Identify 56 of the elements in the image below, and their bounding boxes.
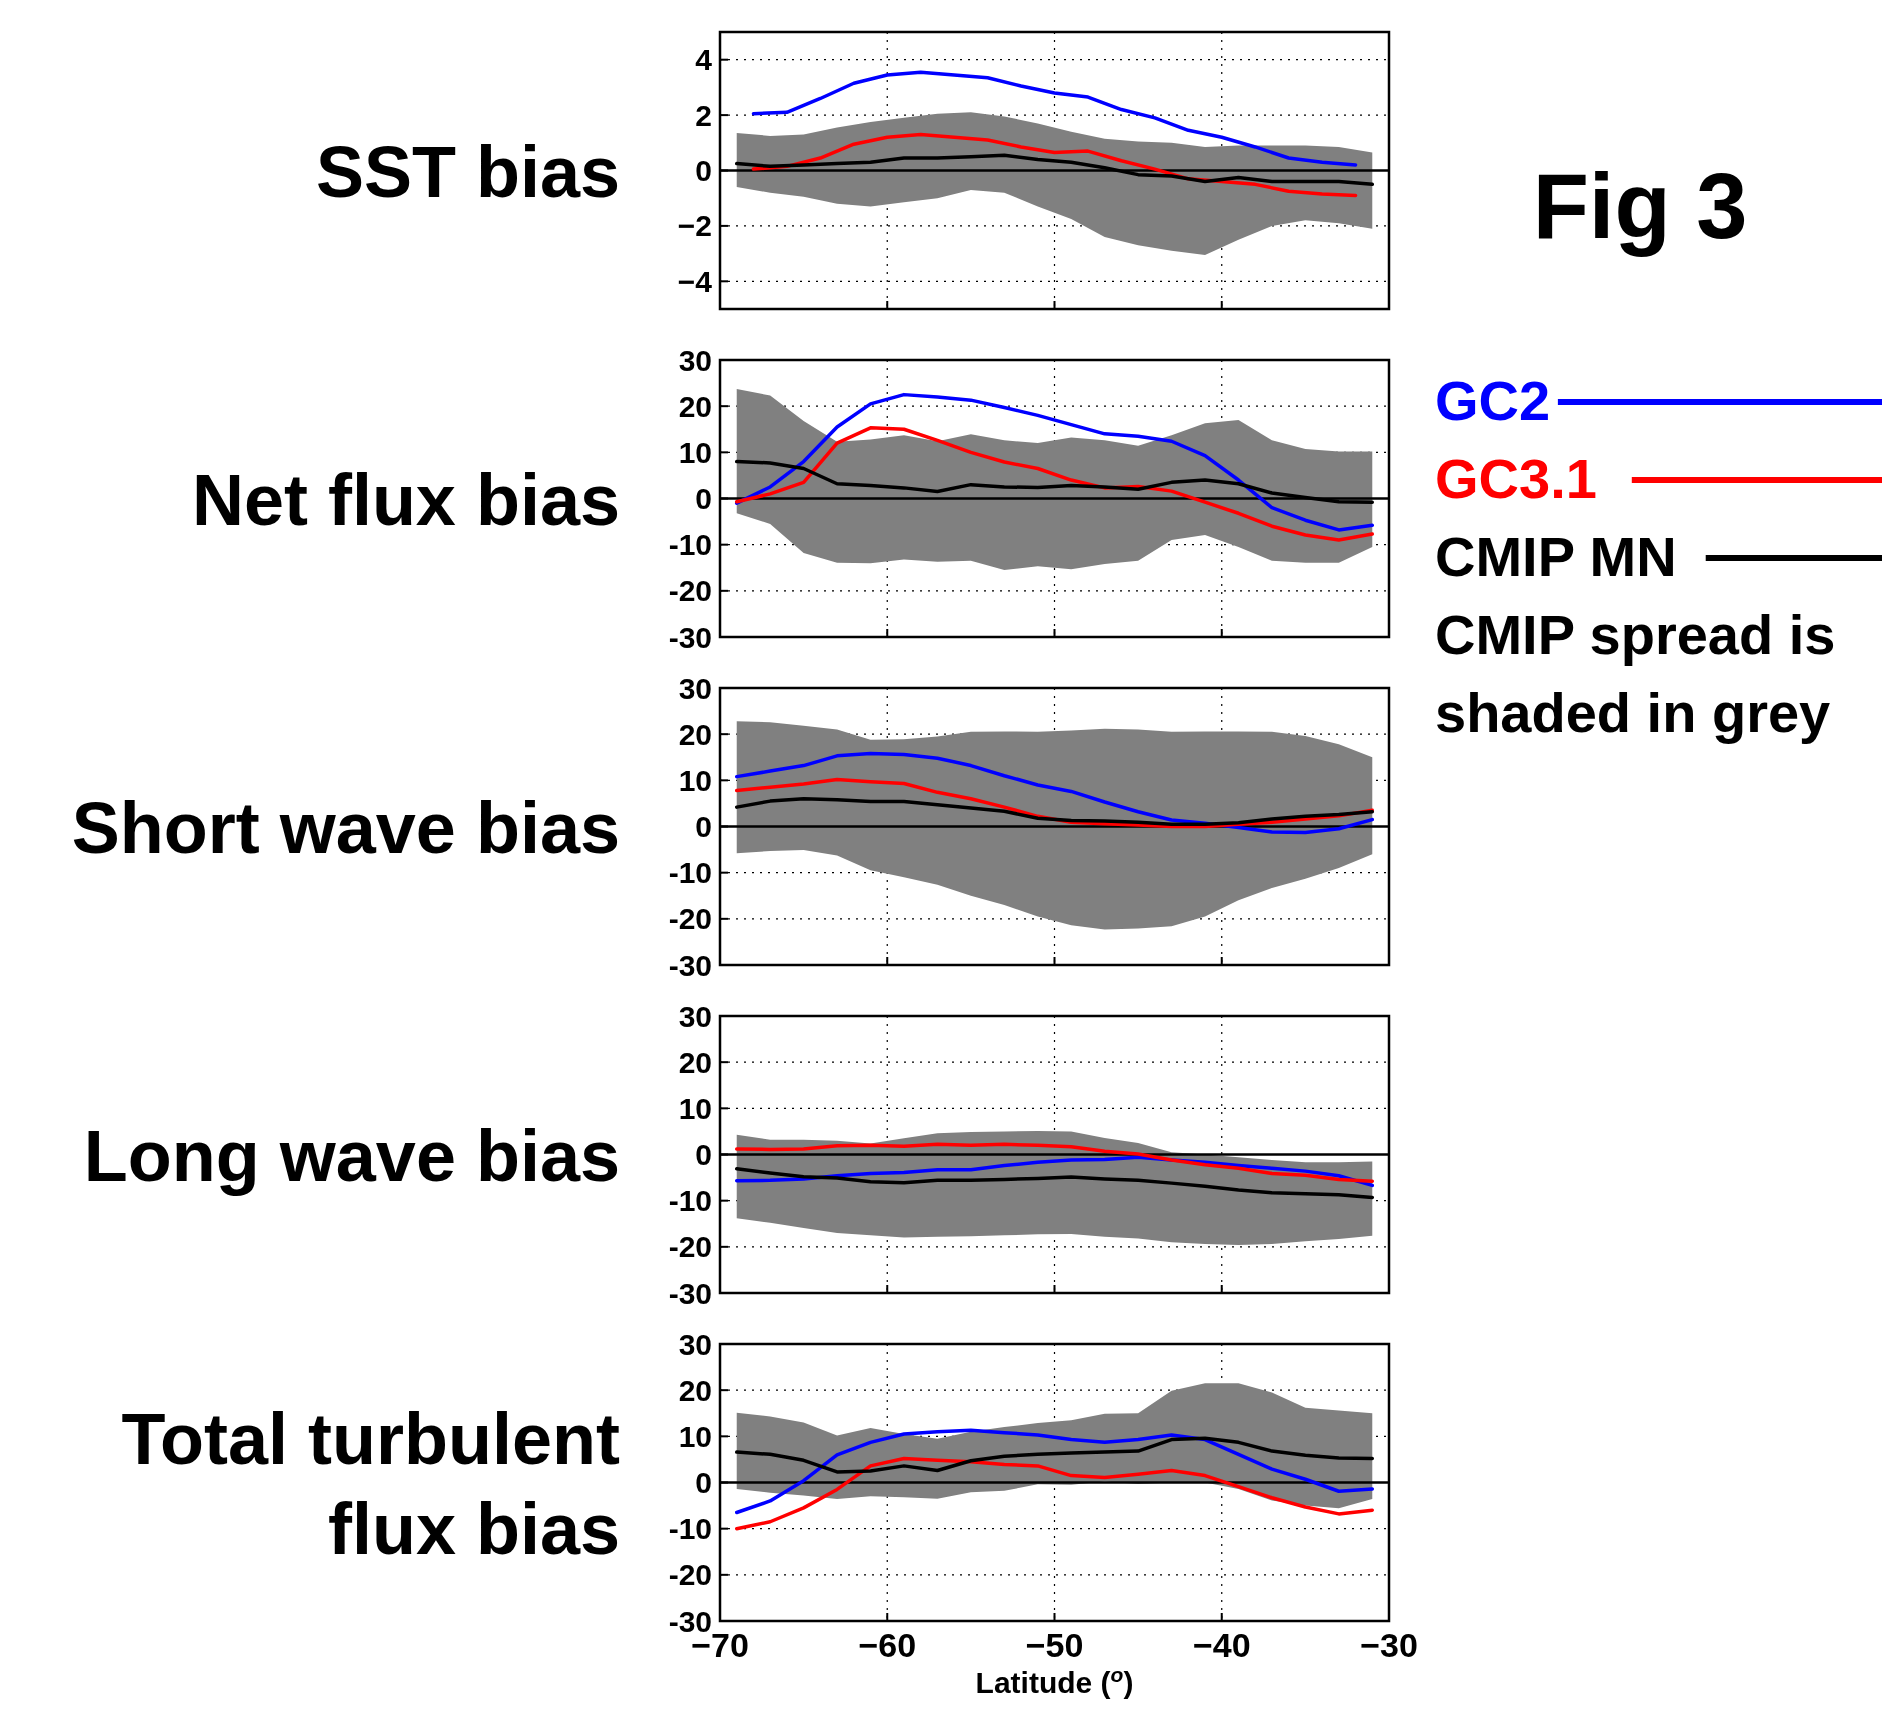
legend-label: CMIP MN [1435, 525, 1677, 588]
y-tick-label: -30 [668, 948, 712, 982]
y-axis-title: Net flux bias [191, 459, 620, 540]
y-tick-label: 30 [678, 343, 712, 377]
y-tick-label: -20 [668, 1230, 712, 1264]
y-tick-label: 2 [695, 98, 712, 132]
x-tick-label: −30 [1360, 1626, 1418, 1664]
text: GC2 [1435, 369, 1551, 432]
y-axis-title: SST bias [315, 131, 620, 212]
line-series [734, 392, 1375, 532]
x-axis-title: Latitude ($^{o}$) [975, 1662, 1134, 1699]
line-series [734, 1456, 1375, 1531]
y-tick-label: 4 [695, 43, 713, 77]
y-tick-label: −4 [677, 264, 713, 298]
y-axis-title: Long wave bias [83, 1115, 620, 1196]
y-tick-label: 20 [678, 1045, 712, 1079]
y-tick-label: 10 [678, 1091, 712, 1125]
line-series [751, 70, 1358, 167]
y-tick-label: 20 [678, 1373, 712, 1407]
y-tick-label: 30 [678, 671, 712, 705]
y-tick-label: 10 [678, 763, 712, 797]
x-tick-label: −40 [1192, 1626, 1251, 1664]
x-tick-label: −50 [1025, 1626, 1084, 1664]
y-tick-label: -20 [668, 574, 712, 608]
y-tick-label: 20 [678, 717, 712, 751]
y-axis-title: Total turbulent flux bias [121, 1398, 621, 1569]
line-series [734, 426, 1375, 542]
y-tick-label: 0 [695, 1466, 712, 1499]
y-tick-label: -10 [668, 528, 712, 562]
y-tick-label: -20 [668, 1558, 712, 1592]
y-tick-label: 0 [695, 810, 712, 843]
line-series [734, 1167, 1375, 1200]
y-tick-label: -30 [668, 620, 712, 654]
y-tick-label: 20 [678, 389, 712, 423]
y-tick-label: -30 [668, 1276, 712, 1310]
y-axis-title: Short wave bias [71, 787, 620, 868]
text: CMIP spread is shaded in grey [1435, 603, 1836, 744]
line-series [734, 1436, 1375, 1474]
line-series [734, 1142, 1375, 1184]
y-tick-label: −2 [677, 209, 712, 243]
y-tick-label: -10 [668, 1512, 712, 1546]
x-tick-label: −60 [858, 1626, 917, 1664]
y-tick-label: -10 [668, 856, 712, 890]
y-tick-label: -10 [668, 1184, 712, 1218]
y-tick-label: 30 [678, 1327, 712, 1361]
legend-label: GC3.1 [1435, 447, 1597, 510]
line-series [734, 1428, 1375, 1515]
y-tick-label: 0 [695, 482, 712, 515]
y-tick-label: 0 [695, 154, 712, 187]
y-tick-label: -20 [668, 902, 712, 936]
y-tick-label: 10 [678, 435, 712, 469]
caption: Fig 3 [1532, 155, 1748, 257]
y-tick-label: 10 [678, 1419, 712, 1453]
y-tick-label: 0 [695, 1138, 712, 1171]
line-series [734, 751, 1375, 835]
y-tick-label: 30 [678, 999, 712, 1033]
